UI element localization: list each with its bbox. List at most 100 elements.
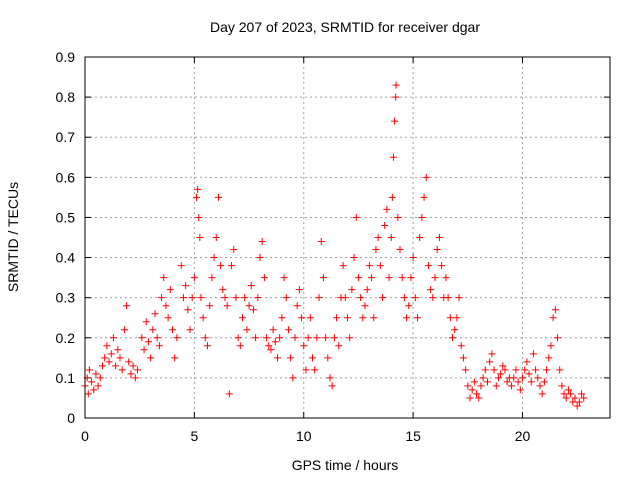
- axis-ticks: 0 0.1 0.2 0.3 0.4 0.5 0.6 0.7 0.8 0.9 0 5 10 15 20: [56, 49, 610, 444]
- data-point: [339, 262, 347, 270]
- data-point: [567, 390, 575, 398]
- data-point: [144, 338, 152, 346]
- data-point: [481, 366, 489, 374]
- data-point: [284, 326, 292, 334]
- data-point: [282, 294, 290, 302]
- data-point: [416, 234, 424, 241]
- data-point: [388, 193, 396, 201]
- data-point: [556, 366, 564, 374]
- data-point: [529, 350, 537, 358]
- data-point: [571, 394, 579, 402]
- data-point: [101, 354, 109, 362]
- data-point: [208, 274, 216, 282]
- data-point: [125, 358, 133, 366]
- data-point: [247, 282, 255, 290]
- data-point: [435, 234, 443, 241]
- y-tick-label: 0.2: [56, 330, 76, 346]
- data-point: [123, 302, 131, 310]
- data-point: [486, 358, 494, 366]
- data-point: [490, 366, 498, 374]
- data-point: [245, 302, 253, 310]
- data-point: [514, 378, 522, 386]
- data-point: [385, 274, 393, 282]
- data-point: [560, 390, 568, 398]
- data-point: [376, 262, 384, 270]
- x-tick-label: 20: [515, 428, 531, 444]
- data-point: [155, 342, 163, 350]
- data-point: [444, 294, 452, 302]
- data-point: [84, 390, 92, 398]
- data-point: [269, 326, 277, 334]
- data-point: [477, 382, 485, 390]
- data-point: [536, 382, 544, 390]
- data-point: [94, 382, 102, 390]
- data-point: [479, 374, 487, 382]
- data-point: [414, 314, 421, 322]
- y-tick-label: 0.1: [56, 370, 76, 386]
- data-point: [424, 262, 432, 270]
- data-point: [357, 294, 365, 302]
- data-point: [169, 326, 176, 334]
- data-point: [276, 334, 284, 342]
- y-tick-label: 0.3: [56, 290, 76, 306]
- data-point: [225, 390, 233, 398]
- data-point: [217, 262, 225, 270]
- data-point: [457, 342, 465, 350]
- data-point: [221, 294, 229, 302]
- data-point: [228, 262, 236, 270]
- data-point: [177, 262, 185, 270]
- data-point: [162, 302, 170, 310]
- data-point: [525, 370, 533, 378]
- data-point: [196, 234, 204, 241]
- data-point: [398, 274, 406, 282]
- data-point: [523, 358, 531, 366]
- data-point: [470, 378, 478, 386]
- data-point: [214, 193, 222, 201]
- data-point: [519, 374, 526, 382]
- x-tick-label: 5: [190, 428, 198, 444]
- data-point: [302, 366, 310, 374]
- data-point: [96, 374, 104, 382]
- data-point: [512, 366, 520, 374]
- data-series: [81, 81, 588, 410]
- data-point: [204, 342, 211, 350]
- data-point: [370, 314, 378, 322]
- data-point: [394, 213, 402, 221]
- data-point: [540, 378, 548, 386]
- chart-title: Day 207 of 2023, SRMTID for receiver dga…: [210, 19, 480, 35]
- data-point: [193, 193, 201, 201]
- data-point: [484, 378, 491, 386]
- data-point: [293, 302, 301, 310]
- data-point: [92, 370, 100, 378]
- data-point: [197, 294, 205, 302]
- data-point: [381, 221, 389, 229]
- data-point: [333, 314, 341, 322]
- data-point: [348, 286, 356, 294]
- y-tick-label: 0.5: [56, 209, 76, 225]
- data-point: [569, 398, 577, 406]
- plot-frame: [84, 56, 611, 419]
- data-point: [383, 205, 391, 213]
- data-point: [114, 346, 122, 354]
- data-point: [153, 334, 161, 342]
- data-point: [372, 246, 380, 254]
- data-point: [158, 294, 166, 302]
- data-point: [361, 302, 369, 310]
- data-point: [195, 213, 203, 221]
- data-point: [112, 362, 120, 370]
- data-point: [118, 366, 126, 374]
- data-point: [494, 374, 502, 382]
- data-point: [368, 274, 376, 282]
- data-point: [429, 294, 437, 302]
- data-point: [396, 246, 404, 254]
- data-point: [374, 234, 382, 241]
- data-point: [389, 153, 397, 161]
- x-tick-label: 10: [296, 428, 312, 444]
- data-point: [103, 342, 111, 350]
- data-point: [516, 386, 524, 394]
- data-point: [210, 254, 218, 262]
- data-point: [306, 314, 314, 322]
- data-point: [313, 334, 321, 342]
- data-point: [315, 294, 323, 302]
- data-point: [379, 294, 386, 302]
